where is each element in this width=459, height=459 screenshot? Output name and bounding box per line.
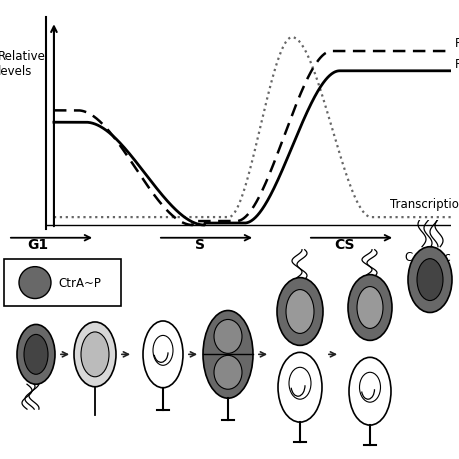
Ellipse shape xyxy=(347,275,391,341)
Ellipse shape xyxy=(202,311,252,398)
Text: Relative
levels: Relative levels xyxy=(0,50,45,78)
Text: Phosphorylation: Phosphorylation xyxy=(454,58,459,71)
Text: S: S xyxy=(195,237,205,251)
Ellipse shape xyxy=(74,322,116,387)
Ellipse shape xyxy=(81,332,109,377)
Ellipse shape xyxy=(288,368,310,399)
Text: Protein: Protein xyxy=(454,37,459,50)
Ellipse shape xyxy=(213,356,241,389)
Ellipse shape xyxy=(359,373,380,402)
Text: G1: G1 xyxy=(28,237,49,251)
Ellipse shape xyxy=(17,325,55,384)
Ellipse shape xyxy=(143,321,183,388)
Ellipse shape xyxy=(24,335,48,375)
Ellipse shape xyxy=(213,320,241,353)
Ellipse shape xyxy=(153,336,173,365)
Text: Transcription: Transcription xyxy=(389,198,459,211)
Ellipse shape xyxy=(19,267,51,299)
Ellipse shape xyxy=(348,358,390,425)
Text: CS: CS xyxy=(334,237,354,251)
Text: CtrA~P: CtrA~P xyxy=(58,276,101,290)
FancyBboxPatch shape xyxy=(4,259,121,306)
Ellipse shape xyxy=(285,290,313,334)
Ellipse shape xyxy=(277,353,321,422)
Ellipse shape xyxy=(416,259,442,301)
Text: Cell cyc: Cell cyc xyxy=(404,251,450,263)
Ellipse shape xyxy=(407,247,451,313)
Ellipse shape xyxy=(276,278,322,346)
Ellipse shape xyxy=(356,287,382,329)
